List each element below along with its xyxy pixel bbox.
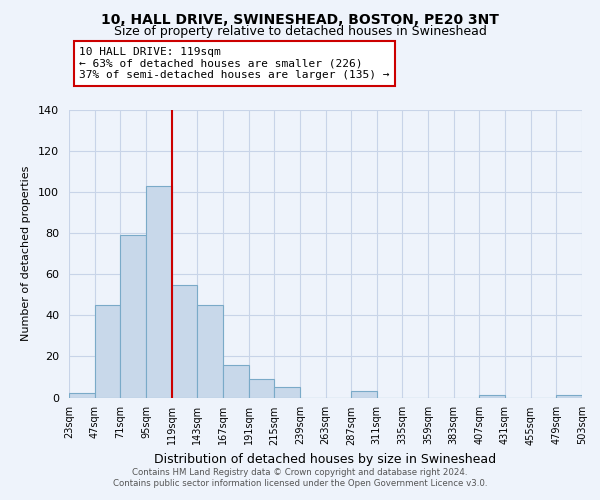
X-axis label: Distribution of detached houses by size in Swineshead: Distribution of detached houses by size … (154, 453, 497, 466)
Bar (172, 284, 197, 398)
Y-axis label: Number of detached properties: Number of detached properties (21, 166, 31, 342)
Bar (69, 394, 95, 398)
Bar (248, 379, 274, 398)
Bar (223, 364, 248, 398)
Bar (95, 305, 121, 398)
Bar (351, 392, 377, 398)
Text: 10 HALL DRIVE: 119sqm
← 63% of detached houses are smaller (226)
37% of semi-det: 10 HALL DRIVE: 119sqm ← 63% of detached … (79, 47, 390, 80)
Bar (121, 236, 146, 398)
Bar (146, 186, 172, 398)
Text: 10, HALL DRIVE, SWINESHEAD, BOSTON, PE20 3NT: 10, HALL DRIVE, SWINESHEAD, BOSTON, PE20… (101, 12, 499, 26)
Bar (556, 396, 582, 398)
Text: Contains HM Land Registry data © Crown copyright and database right 2024.
Contai: Contains HM Land Registry data © Crown c… (113, 468, 487, 487)
Bar (274, 387, 300, 398)
Text: Size of property relative to detached houses in Swineshead: Size of property relative to detached ho… (113, 25, 487, 38)
Bar (197, 305, 223, 398)
Bar (479, 396, 505, 398)
